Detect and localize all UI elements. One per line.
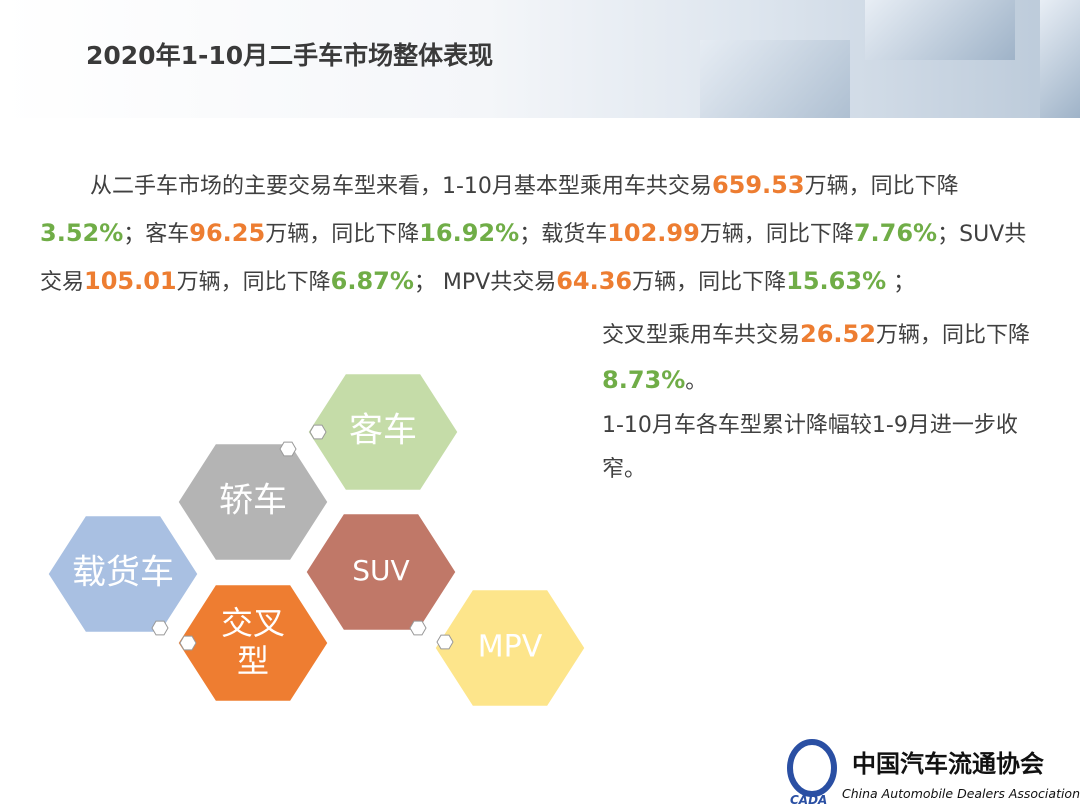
connector-dot — [436, 634, 454, 650]
connector-dot — [409, 620, 427, 636]
label-line: 交叉 — [221, 604, 285, 642]
text: 从二手车市场的主要交易车型来看，1-10月基本型乘用车共交易 — [90, 174, 712, 199]
label-line: 型 — [237, 642, 269, 680]
logo-cn: 中国汽车流通协会 — [852, 750, 1044, 778]
highlight: 16.92% — [419, 219, 520, 247]
highlight: 3.52% — [40, 219, 124, 247]
text: ；客车 — [123, 222, 190, 247]
highlight: 96.25 — [189, 219, 266, 247]
decor — [700, 40, 850, 118]
summary: 从二手车市场的主要交易车型来看，1-10月基本型乘用车共交易659.53万辆，同… — [40, 162, 1045, 306]
text: ； MPV共交易 — [413, 270, 557, 295]
highlight: 15.63% — [786, 267, 887, 295]
highlight: 659.53 — [711, 171, 805, 199]
text: 万辆，同比下降 — [804, 174, 959, 199]
text: 万辆，同比下降 — [176, 270, 331, 295]
hexagon-label: 轿车 — [219, 481, 287, 521]
hexagon — [305, 371, 461, 493]
highlight: 64.36 — [556, 267, 633, 295]
connector-dot — [151, 620, 169, 636]
hexagon-label: MPV — [478, 630, 543, 665]
highlight: 8.73% — [602, 366, 686, 394]
text: ；载货车 — [519, 222, 608, 247]
connector-dot — [279, 441, 297, 457]
highlight: 7.76% — [853, 219, 938, 247]
text: 交叉型乘用车共交易 — [602, 323, 801, 348]
header-band: 2020年1-10月二手车市场整体表现 — [0, 0, 1080, 118]
text: 万辆，同比下降 — [632, 270, 787, 295]
conclusion: 1-10月车各车型累计降幅较1-9月进一步收窄。 — [602, 413, 1018, 482]
hexagon-label: 客车 — [349, 411, 417, 451]
title: 2020年1-10月二手车市场整体表现 — [86, 41, 494, 70]
highlight: 26.52 — [800, 320, 876, 348]
hexagon-label: 交叉型 — [221, 604, 285, 680]
side-text: 交叉型乘用车共交易26.52万辆，同比下降 8.73%。 — [602, 320, 1030, 394]
highlight: 6.87% — [330, 267, 414, 295]
text: 万辆，同比下降 — [699, 222, 854, 247]
decor — [865, 0, 1015, 60]
logo-en: China Automobile Dealers Association — [842, 786, 1080, 801]
highlight: 105.01 — [84, 267, 177, 295]
logo-abbr: CADA — [790, 793, 827, 807]
connector-dot — [179, 635, 197, 651]
logo: CADA 中国汽车流通协会 China Automobile Dealers A… — [787, 739, 1080, 807]
text: 万辆，同比下降 — [265, 222, 420, 247]
decor — [1040, 0, 1080, 118]
hexagon — [175, 582, 331, 704]
logo-mark — [787, 739, 837, 797]
text: 万辆，同比下降 — [875, 323, 1030, 348]
highlight: 102.99 — [607, 219, 700, 247]
hexagon-label: SUV — [352, 554, 409, 587]
text: 。 — [685, 369, 708, 394]
text: ；SUV共交易 — [40, 222, 1027, 295]
connector-dot — [309, 424, 327, 440]
text: ； — [886, 270, 916, 295]
hexagon-label: 载货车 — [72, 553, 174, 593]
hexagon — [432, 587, 588, 709]
side-note: 交叉型乘用车共交易26.52万辆，同比下降 8.73%。 1-10月车各车型累计降幅… — [602, 312, 1042, 492]
